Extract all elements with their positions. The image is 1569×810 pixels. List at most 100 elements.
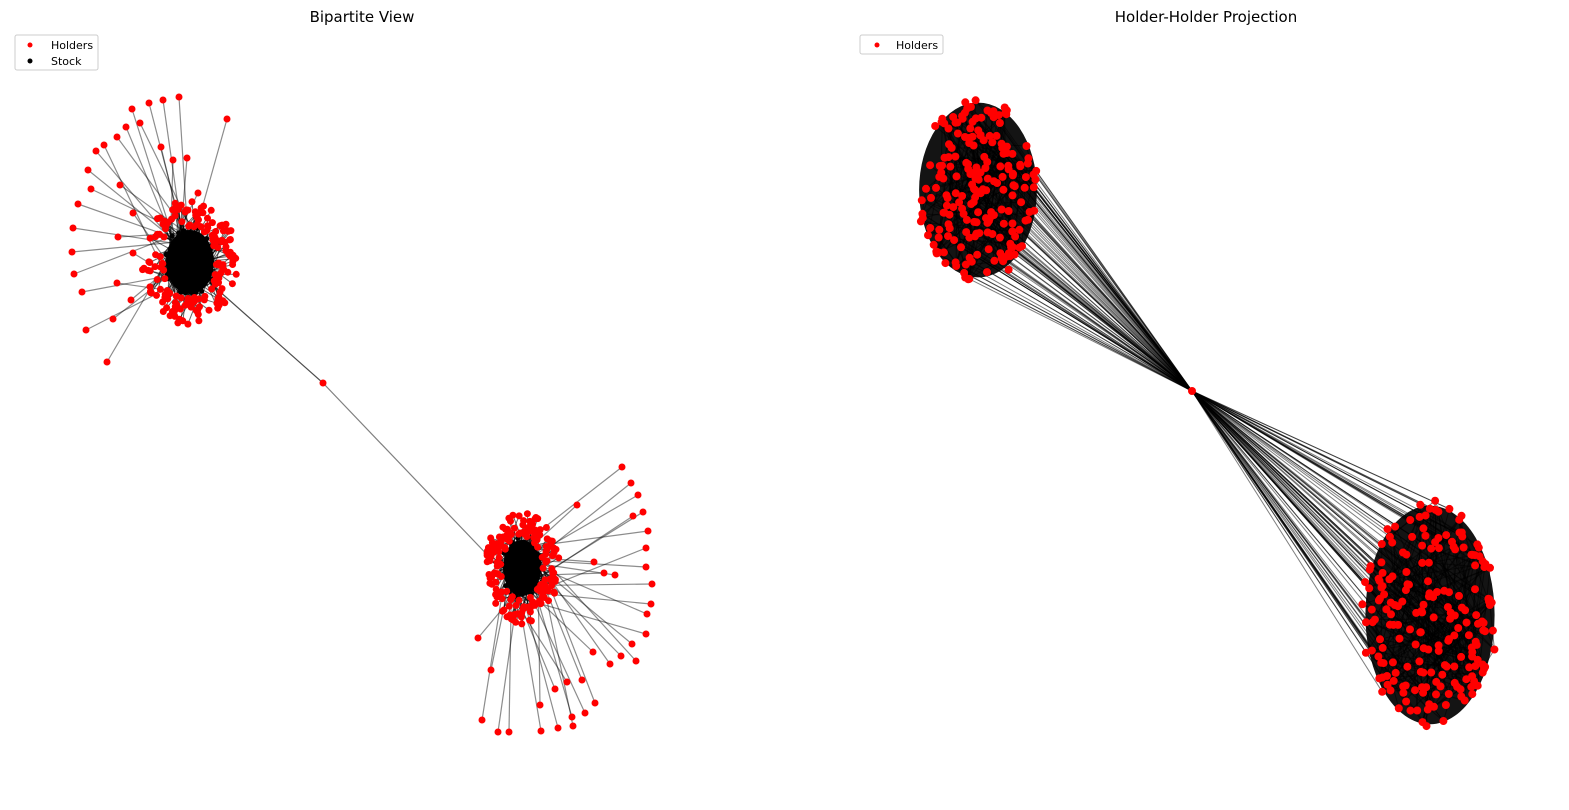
edge [1191,390,1467,623]
holder-node [181,301,189,309]
holder-node [1468,672,1477,681]
holder-node [984,245,993,254]
holder-node [1378,643,1387,652]
edge [203,277,324,384]
holder-node [926,224,935,232]
edge [1402,686,1444,722]
stock-node [519,560,525,566]
edge [481,553,510,721]
holder-node [487,666,495,674]
holder-node [147,289,155,297]
holder-node [544,586,552,594]
holder-node [1383,680,1392,689]
holder-node [1471,662,1480,671]
holder-node [1406,625,1414,634]
holder-node [518,620,526,628]
holder-node [1376,635,1384,644]
holder-node [1006,239,1015,248]
holder-node [973,250,982,259]
holder-node [1361,578,1370,587]
holder-node [946,162,955,171]
holder-node [492,591,500,598]
holder-node [507,517,514,525]
holder-node [1021,173,1030,182]
holder-node [1002,106,1011,115]
holder-node [989,211,998,220]
holder-node [213,299,221,307]
holder-node [971,167,980,176]
holder-node [1434,641,1443,650]
holder-node [232,254,240,262]
stock-node [506,551,511,557]
holder-node [1458,532,1467,541]
stock-node [176,230,182,236]
holder-node [177,305,184,313]
holder-node [1395,634,1404,643]
holder-node [1403,662,1412,671]
holder-node [156,214,164,222]
holder-node [1362,618,1370,627]
holder-node [1443,603,1452,612]
holder-node [1436,682,1445,691]
holder-node [551,589,558,597]
holder-node [563,678,571,686]
edge [1025,176,1193,392]
holder-node [509,511,517,519]
holder-node [1394,704,1403,713]
edge [1191,390,1491,606]
edge [1191,390,1439,539]
stock-node [194,284,200,290]
holder-node [1424,577,1432,586]
holder-node [1424,645,1433,654]
stock-node [163,251,169,257]
stock-node [514,542,520,548]
holder-node [927,193,935,202]
stock-node [508,575,514,581]
holder-node [995,119,1004,127]
holder-node [1453,682,1462,691]
stock-node [178,289,184,295]
holder-node [1457,692,1466,701]
stock-node [169,267,175,273]
holder-node [74,200,82,208]
holder-node [181,208,189,216]
holder-node [1442,662,1451,671]
edge [922,213,1193,392]
holder-node [178,218,186,226]
holder-node [1008,219,1017,228]
holder-node [1402,697,1411,706]
holder-node [546,541,554,549]
holder-node [642,563,650,571]
holder-node [478,716,486,724]
legend-stock-marker [27,58,33,64]
holder-node [970,185,978,193]
holder-node [1394,620,1403,629]
holder-node [644,527,652,535]
edge [1191,390,1450,510]
holder-node [103,358,111,366]
holder-node [219,261,227,269]
holder-node [526,616,534,624]
holder-node [484,547,491,555]
stock-node [170,240,176,246]
holder-node [84,166,92,174]
holder-node [319,379,327,387]
edge [1019,164,1193,392]
edge [1191,390,1437,683]
holder-node [113,279,121,287]
holder-node [505,537,513,545]
holder-node [568,713,576,721]
stock-node [201,275,207,280]
holder-node [190,296,198,304]
edge [1436,541,1453,593]
holder-node [1431,496,1440,505]
holder-node [502,532,510,540]
holder-node [1402,568,1411,576]
holder-node [627,479,635,487]
holder-node [159,298,167,306]
edge [1432,596,1459,629]
holder-node [968,117,977,126]
holder-node [1361,648,1370,657]
holder-node [517,613,525,621]
edge [1191,390,1476,590]
